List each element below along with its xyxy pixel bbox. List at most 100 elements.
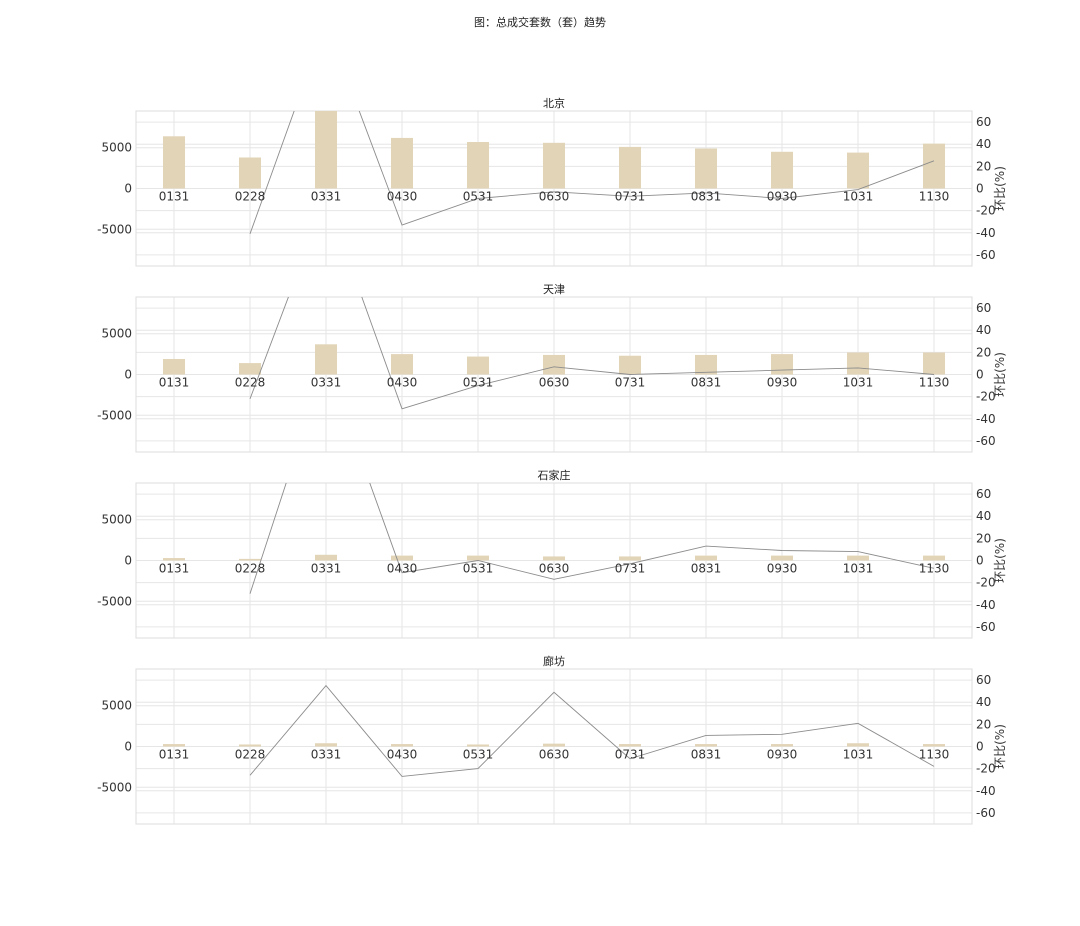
- bar: [847, 555, 869, 561]
- y-tick-label-right: 60: [976, 301, 991, 315]
- bar: [695, 354, 717, 375]
- chart-title: 石家庄: [538, 468, 571, 482]
- bar: [771, 151, 793, 189]
- y-axis-label-right: 环比(%): [993, 166, 1007, 211]
- y-tick-label-right: 20: [976, 159, 991, 173]
- bar: [467, 142, 489, 189]
- y-tick-label-right: -60: [976, 248, 996, 262]
- x-tick-label: 0531: [463, 376, 494, 390]
- y-tick-label-right: -40: [976, 598, 996, 612]
- x-tick-label: 0228: [235, 748, 266, 762]
- chart-panel: 廊坊 5000 0 -5000 60 40 20 0 -20 -40 -60 环比(%) 0131 022…: [97, 654, 1007, 825]
- bar: [847, 743, 869, 747]
- y-tick-label-left: 0: [124, 554, 132, 568]
- plot-frame: [135, 482, 973, 639]
- y-tick-label-left: -5000: [97, 780, 132, 794]
- y-tick-label-right: 60: [976, 673, 991, 687]
- x-tick-label: 1031: [843, 190, 874, 204]
- y-tick-label-right: 40: [976, 509, 991, 523]
- y-axis-label-right: 环比(%): [993, 724, 1007, 769]
- series-line: [249, 684, 935, 777]
- y-tick-label-right: 40: [976, 323, 991, 337]
- x-tick-label: 0228: [235, 562, 266, 576]
- y-tick-label-left: -5000: [97, 594, 132, 608]
- y-tick-label-right: -20: [976, 576, 996, 590]
- bar: [543, 556, 565, 561]
- panels-group: 北京 5000 0 -5000 60 40 20 0 -20 -40 -60 环比(%) 0131 022…: [97, 96, 1007, 825]
- bar: [847, 352, 869, 375]
- y-tick-label-right: 0: [976, 740, 984, 754]
- bar: [315, 743, 337, 747]
- y-tick-label-right: -20: [976, 390, 996, 404]
- bar: [847, 152, 869, 189]
- plot-frame: [135, 668, 973, 825]
- x-tick-label: 0731: [615, 376, 646, 390]
- y-tick-label-right: -60: [976, 434, 996, 448]
- y-tick-label-right: 40: [976, 695, 991, 709]
- y-tick-label-left: 0: [124, 740, 132, 754]
- bar: [543, 743, 565, 747]
- bar: [619, 556, 641, 561]
- bar: [391, 744, 413, 747]
- bar: [163, 744, 185, 747]
- bar: [923, 352, 945, 375]
- y-tick-label-right: 20: [976, 717, 991, 731]
- x-tick-label: 0831: [691, 190, 722, 204]
- bar: [315, 111, 337, 189]
- bar: [771, 555, 793, 561]
- x-tick-label: 0731: [615, 190, 646, 204]
- plot-frame: [135, 296, 973, 453]
- x-tick-label: 1130: [919, 190, 950, 204]
- bar: [695, 148, 717, 189]
- x-tick-label: 0131: [159, 376, 190, 390]
- x-tick-label: 0930: [767, 748, 798, 762]
- chart-title: 北京: [543, 96, 565, 110]
- chart-title: 天津: [543, 283, 565, 296]
- y-tick-label-right: -20: [976, 762, 996, 776]
- bar: [391, 555, 413, 561]
- y-axis-label-right: 环比(%): [993, 352, 1007, 397]
- bar: [619, 744, 641, 747]
- y-tick-label-right: 0: [976, 554, 984, 568]
- bar: [619, 355, 641, 375]
- x-tick-label: 0630: [539, 562, 570, 576]
- x-tick-label: 0131: [159, 748, 190, 762]
- x-tick-label: 0331: [311, 562, 342, 576]
- x-tick-label: 1130: [919, 376, 950, 390]
- x-tick-label: 0331: [311, 190, 342, 204]
- bar: [391, 137, 413, 189]
- x-tick-label: 0331: [311, 748, 342, 762]
- bar: [467, 356, 489, 375]
- chart-panel: 天津 5000 0 -5000 60 40 20 0 -20 -40 -60 环比(%) 0131 022…: [97, 283, 1007, 453]
- x-tick-label: 1130: [919, 748, 950, 762]
- x-tick-label: 1031: [843, 748, 874, 762]
- figure-title: 图：总成交套数（套）趋势: [474, 15, 606, 29]
- chart-panel: 北京 5000 0 -5000 60 40 20 0 -20 -40 -60 环比(%) 0131 022…: [97, 96, 1007, 267]
- y-tick-label-left: 0: [124, 368, 132, 382]
- series-line: [249, 483, 935, 594]
- y-tick-label-right: 20: [976, 345, 991, 359]
- x-tick-label: 0930: [767, 376, 798, 390]
- bar: [695, 744, 717, 747]
- y-tick-label-left: 5000: [101, 513, 132, 527]
- bar: [163, 136, 185, 189]
- x-tick-label: 0831: [691, 562, 722, 576]
- x-tick-label: 0630: [539, 376, 570, 390]
- x-tick-label: 0331: [311, 376, 342, 390]
- chart-title: 廊坊: [543, 654, 565, 668]
- x-tick-label: 0531: [463, 748, 494, 762]
- bar: [239, 157, 261, 189]
- y-tick-label-right: 40: [976, 137, 991, 151]
- chart-panel: 石家庄 5000 0 -5000 60 40 20 0 -20 -40 -60 环比(%) 0131 02…: [97, 468, 1007, 639]
- bar: [315, 344, 337, 375]
- y-tick-label-right: 0: [976, 368, 984, 382]
- bar: [163, 558, 185, 561]
- bar: [923, 143, 945, 189]
- bar: [619, 146, 641, 189]
- bar: [467, 744, 489, 747]
- x-tick-label: 0531: [463, 562, 494, 576]
- bar: [239, 558, 261, 561]
- bar: [695, 555, 717, 561]
- bar: [467, 555, 489, 561]
